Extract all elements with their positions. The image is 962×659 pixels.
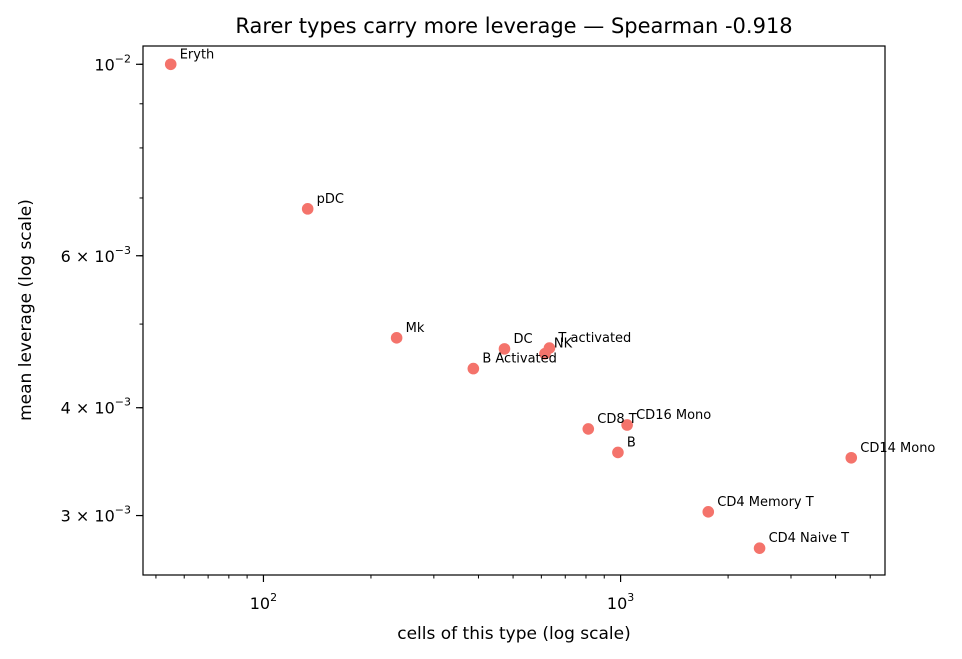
data-point (498, 343, 511, 355)
y-tick-label: 4 × 10−3 (61, 396, 131, 418)
data-points (164, 58, 858, 554)
point-label: B Activated (482, 352, 557, 367)
data-point (612, 446, 624, 459)
data-point (301, 203, 314, 215)
data-point (702, 506, 715, 518)
y-axis-ticks: 3 × 10−3 4 × 10−3 6 × 10−3 10−2 (61, 52, 143, 526)
point-label: CD8 T (597, 412, 636, 427)
point-label: DC (513, 332, 532, 347)
data-point (582, 423, 595, 435)
x-tick-label: 103 (607, 591, 634, 613)
data-point (390, 332, 403, 344)
data-point (164, 58, 177, 71)
point-label: CD16 Mono (636, 408, 711, 423)
y-tick-label: 3 × 10−3 (61, 504, 131, 526)
point-label: CD4 Memory T (717, 495, 813, 510)
y-axis-label: mean leverage (log scale) (16, 199, 36, 421)
point-label: CD4 Naive T (769, 531, 850, 546)
point-label: NK (554, 337, 573, 352)
data-point (621, 419, 633, 431)
x-axis-label: cells of this type (log scale) (397, 624, 631, 644)
data-point (845, 451, 858, 464)
point-label: CD14 Mono (860, 441, 935, 456)
data-point (753, 542, 766, 554)
data-point (467, 362, 480, 375)
y-tick-label: 10−2 (94, 52, 131, 74)
point-label: T activated (557, 331, 631, 346)
point-label: Eryth (180, 47, 215, 62)
data-point (543, 342, 556, 354)
point-label: pDC (317, 192, 344, 207)
point-label: B (627, 435, 636, 450)
plot-area-frame (142, 45, 886, 576)
point-label: Mk (406, 321, 425, 336)
chart-title: Rarer types carry more leverage — Spearm… (235, 14, 792, 38)
y-tick-label: 6 × 10−3 (61, 244, 131, 266)
x-tick-label: 102 (250, 591, 277, 613)
